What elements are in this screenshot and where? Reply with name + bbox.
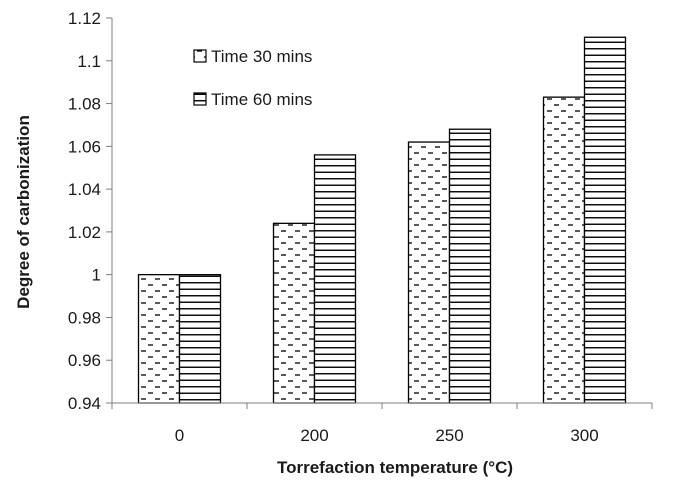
bar-series-2-cat-300 — [583, 36, 627, 404]
y-tick-label-1.06: 1.06 — [68, 137, 101, 156]
bar-series-2-cat-250 — [448, 128, 492, 404]
x-tick-label-300: 300 — [570, 426, 598, 445]
bars-layer — [137, 36, 627, 404]
axes-layer — [106, 17, 653, 409]
legend-label-series-1: Time 30 mins — [211, 47, 312, 66]
x-tick-label-250: 250 — [435, 426, 463, 445]
y-tick-label-1.08: 1.08 — [68, 95, 101, 114]
bar-series-2-cat-0 — [178, 274, 222, 404]
bar-series-1-cat-250 — [407, 141, 451, 404]
labels-layer: 0.94 0.96 0.98 1 1.02 1.04 1.06 1.08 1.1 1.12 0 200… — [68, 9, 599, 445]
x-tick-label-0: 0 — [175, 426, 184, 445]
y-tick-label-0.98: 0.98 — [68, 308, 101, 327]
y-axis-title: Degree of carbonization — [14, 115, 33, 309]
bar-series-2-cat-200 — [313, 154, 357, 404]
legend-swatch-series-1 — [193, 49, 207, 63]
legend-swatch-series-2 — [193, 92, 207, 106]
bar-series-1-cat-0 — [137, 274, 181, 404]
y-tick-label-1: 1 — [92, 266, 101, 285]
y-tick-label-1.02: 1.02 — [68, 223, 101, 242]
y-tick-label-1.12: 1.12 — [68, 9, 101, 28]
y-tick-label-1.04: 1.04 — [68, 180, 101, 199]
y-tick-label-1.1: 1.1 — [77, 52, 101, 71]
x-axis-title: Torrefaction temperature (°C) — [277, 458, 513, 477]
legend-label-series-2: Time 60 mins — [211, 90, 312, 109]
bar-series-1-cat-200 — [272, 222, 316, 404]
x-tick-label-200: 200 — [300, 426, 328, 445]
y-tick-label-0.96: 0.96 — [68, 351, 101, 370]
legend: Time 30 mins Time 60 mins — [193, 47, 312, 109]
y-tick-label-0.94: 0.94 — [68, 394, 101, 413]
bar-series-1-cat-300 — [542, 96, 586, 404]
